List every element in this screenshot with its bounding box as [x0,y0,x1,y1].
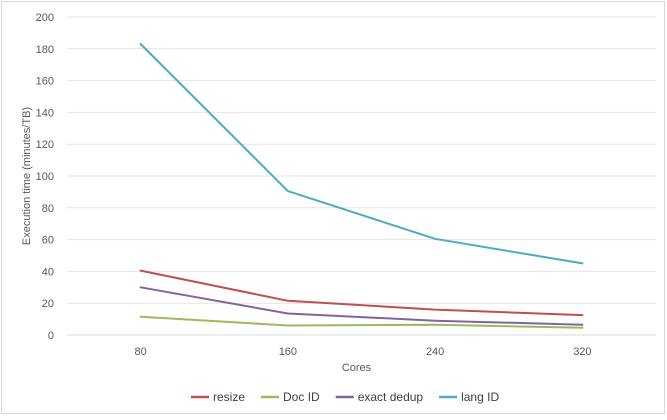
y-tick-label: 60 [42,235,54,247]
y-tick-label: 180 [36,44,54,56]
legend: resize Doc ID exact dedup lang ID [191,390,499,404]
y-tick-label: 20 [42,298,54,310]
series-line-doc-id [139,315,584,329]
x-tick-label: 320 [573,346,591,358]
legend-label: exact dedup [358,390,424,404]
y-axis-ticks: 0 20 40 60 80 100 120 140 160 180 200 [36,12,54,342]
x-tick-label: 80 [135,346,147,358]
y-tick-label: 120 [36,139,54,151]
legend-label: resize [213,390,245,404]
y-tick-label: 100 [36,171,54,183]
y-tick-label: 80 [42,203,54,215]
series-line-resize [139,269,584,317]
series-line-exact-dedup [139,286,584,326]
x-axis-ticks: 80 160 240 320 [135,346,592,358]
legend-label: Doc ID [283,390,320,404]
x-axis-title: Cores [342,362,372,374]
chart-frame: 0 20 40 60 80 100 120 140 160 180 200 80 160 240 320 … [1,1,665,414]
gridlines [67,16,656,336]
x-tick-label: 160 [279,346,297,358]
x-tick-label: 240 [426,346,444,358]
y-tick-label: 160 [36,76,54,88]
y-tick-label: 200 [36,12,54,24]
y-tick-label: 0 [48,330,54,342]
y-axis-title: Execution time (minutes/TB) [21,107,33,245]
legend-label: lang ID [461,390,499,404]
y-tick-label: 140 [36,107,54,119]
series-line-lang-id [139,43,584,265]
series-lines [139,43,584,329]
y-tick-label: 40 [42,266,54,278]
